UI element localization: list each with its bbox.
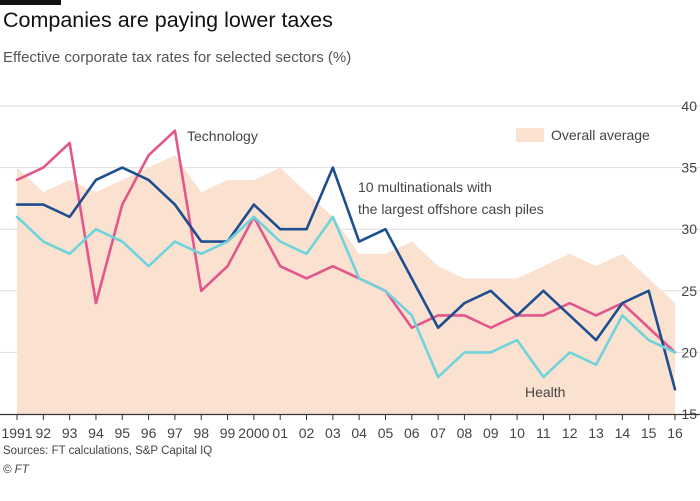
series-label-technology: Technology	[187, 128, 258, 144]
x-tick-label: 99	[220, 425, 236, 441]
x-tick-label: 15	[641, 425, 657, 441]
x-tick-label: 11	[536, 425, 551, 441]
series-labels: Technology Overall average 10 multinationa…	[187, 127, 650, 400]
series-lines	[15, 129, 677, 391]
x-tick-label: 10	[509, 425, 525, 441]
brand-bar	[0, 0, 61, 5]
source-note: Sources: FT calculations, S&P Capital IQ	[3, 445, 213, 457]
x-tick-label: 94	[88, 425, 104, 441]
x-tick-label: 16	[667, 425, 683, 441]
y-tick-label: 25	[681, 283, 697, 299]
average-area	[17, 155, 675, 414]
credit-note: © FT	[3, 464, 29, 476]
x-tick-label: 05	[378, 425, 394, 441]
series-line-multinationals	[15, 166, 677, 391]
y-tick-label: 20	[681, 344, 697, 360]
x-tick-label: 96	[141, 425, 157, 441]
x-tick-label: 93	[62, 425, 78, 441]
x-tick-label: 09	[483, 425, 499, 441]
series-label-health: Health	[525, 384, 565, 400]
x-tick-label: 14	[615, 425, 631, 441]
x-tick-label: 01	[272, 425, 288, 441]
x-tick-label: 04	[351, 425, 367, 441]
x-tick-label: 1991	[1, 425, 32, 441]
x-tick-label: 95	[114, 425, 130, 441]
series-label-multinationals-line2: the largest offshore cash piles	[358, 201, 544, 217]
y-tick-label: 35	[681, 160, 697, 176]
x-tick-label: 02	[299, 425, 315, 441]
legend-label-average: Overall average	[551, 127, 650, 143]
x-tick-label: 06	[404, 425, 420, 441]
x-tick-label: 12	[562, 425, 578, 441]
x-tick-label: 97	[167, 425, 183, 441]
x-tick-label: 03	[325, 425, 341, 441]
y-tick-label: 40	[681, 98, 697, 114]
x-tick-label: 92	[36, 425, 52, 441]
x-tick-label: 08	[457, 425, 473, 441]
x-tick-label: 98	[193, 425, 209, 441]
y-tick-label: 30	[681, 221, 697, 237]
x-tick-label: 2000	[238, 425, 269, 441]
legend-swatch-average	[516, 128, 544, 142]
series-line-technology	[15, 129, 677, 354]
area-average	[17, 155, 675, 414]
x-tick-label: 13	[588, 425, 604, 441]
series-line-health	[15, 215, 677, 379]
series-label-multinationals-line1: 10 multinationals with	[358, 179, 492, 195]
chart-subtitle: Effective corporate tax rates for select…	[3, 49, 352, 66]
x-tick-label: 07	[430, 425, 446, 441]
chart-title: Companies are paying lower taxes	[3, 8, 333, 32]
axes: 15 20 25 30 35 40 1991 92 93 94 95 96 97 98 99 2000 01 02…	[0, 98, 700, 441]
